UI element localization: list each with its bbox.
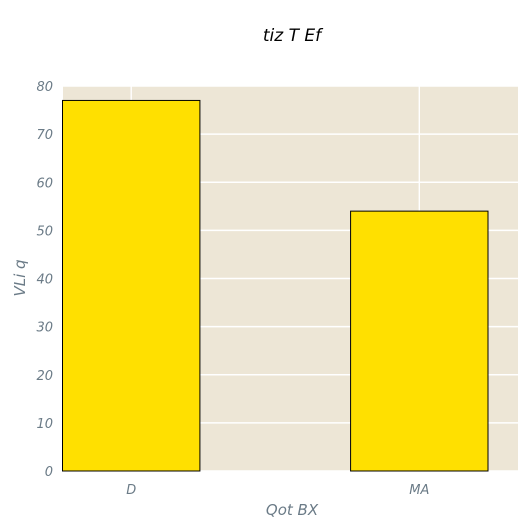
- chart-title: tiz T Ef: [263, 26, 324, 46]
- y-axis-label: VLi q: [11, 259, 29, 296]
- y-tick-label: 0: [45, 465, 53, 480]
- y-tick-label: 60: [36, 176, 53, 191]
- y-tick-label: 70: [36, 128, 53, 143]
- y-tick-label: 30: [36, 321, 53, 336]
- y-tick-label: 80: [36, 80, 53, 95]
- y-tick-label: 40: [36, 273, 53, 288]
- x-tick-label: MA: [409, 483, 429, 498]
- y-tick-label: 50: [36, 224, 53, 239]
- bar-ma: [350, 210, 489, 472]
- y-tick-labels: 0 10 20 30 40 50 60 70 80: [36, 80, 53, 480]
- y-tick-label: 10: [36, 417, 53, 432]
- x-tick-labels: D MA: [126, 483, 429, 498]
- bars: [62, 99, 489, 472]
- bar-d: [62, 99, 201, 472]
- x-axis-label: Qot BX: [266, 501, 319, 519]
- y-tick-label: 20: [36, 369, 53, 384]
- x-tick-label: D: [126, 483, 136, 498]
